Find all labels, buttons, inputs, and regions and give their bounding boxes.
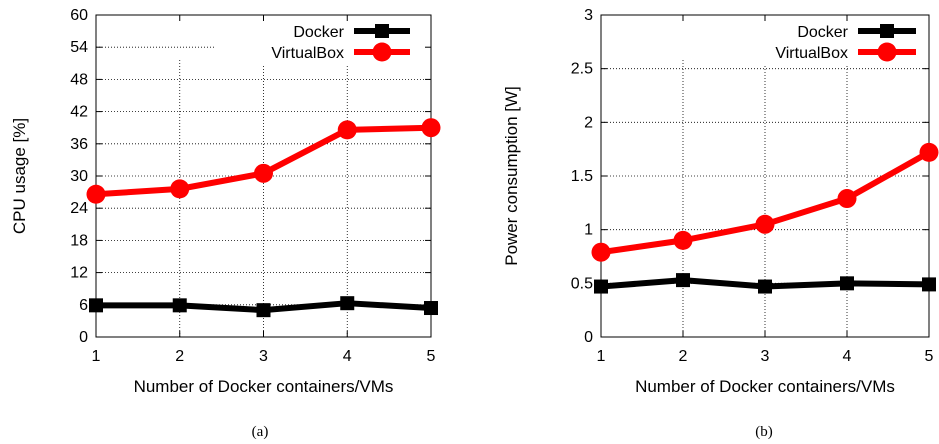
data-point [922,277,936,292]
y-tick-label: 30 [70,168,88,185]
y-tick-label: 0.5 [571,275,593,292]
legend-label: Docker [797,24,848,41]
data-point [837,189,857,209]
legend-marker [877,42,897,62]
x-tick-label: 3 [761,348,770,365]
y-tick-label: 54 [70,39,88,56]
x-axis-label: Number of Docker containers/VMs [635,377,895,396]
legend-label: VirtualBox [775,45,848,62]
data-point [170,179,190,199]
y-tick-label: 1.5 [571,168,593,185]
x-tick-label: 2 [679,348,688,365]
legend-label: VirtualBox [271,45,344,62]
y-tick-label: 0 [79,329,88,346]
data-point [89,298,103,313]
data-point [424,301,438,316]
y-tick-label: 36 [70,136,88,153]
x-tick-label: 4 [843,348,852,365]
y-tick-label: 3 [584,7,593,24]
y-tick-label: 12 [70,265,88,282]
data-point [676,273,690,288]
data-point [594,279,608,294]
x-tick-label: 1 [597,348,606,365]
series-docker [594,273,936,294]
y-tick-label: 1 [584,222,593,239]
y-tick-label: 48 [70,71,88,88]
x-tick-label: 3 [259,348,268,365]
x-axis-label: Number of Docker containers/VMs [134,377,394,396]
legend: Docker VirtualBox [214,22,418,64]
legend: Docker VirtualBox [718,22,924,64]
data-point [172,298,187,313]
x-tick-label: 5 [427,348,436,365]
legend-marker [880,24,894,38]
data-point [755,214,775,234]
data-point [758,279,772,294]
y-tick-label: 42 [70,104,88,121]
y-tick-label: 2 [584,114,593,131]
data-point [256,303,271,318]
y-axis-label: Power consumption [W] [502,86,521,266]
data-point [86,184,106,204]
data-point [421,118,441,138]
x-tick-label: 4 [343,348,352,365]
legend-marker [375,24,389,38]
y-tick-label: 24 [70,200,88,217]
legend-label: Docker [293,24,344,41]
x-tick-label: 5 [925,348,934,365]
series-virtualbox [86,118,441,204]
series-line [95,124,432,198]
y-tick-label: 6 [79,297,88,314]
data-point [673,230,693,250]
data-point [840,276,854,291]
data-point [591,242,611,262]
y-axis-label: CPU usage [%] [10,118,29,234]
legend-marker [372,42,392,62]
figure-caption: (b) [755,424,773,440]
figure-caption: (a) [252,424,269,440]
y-tick-label: 0 [584,329,593,346]
data-point [340,296,355,311]
y-tick-label: 60 [70,7,88,24]
y-tick-label: 2.5 [571,61,593,78]
series-virtualbox [591,142,939,262]
x-tick-label: 1 [92,348,101,365]
data-point [254,163,273,183]
data-point [919,142,939,162]
chart-panel-b: 0 0.5 1 1.5 2 2.5 3 1 2 3 4 5 Number of Docker conta… [502,7,939,440]
x-tick-label: 2 [175,348,184,365]
series-docker [89,296,438,318]
data-point [337,120,357,140]
y-tick-label: 18 [70,232,88,249]
